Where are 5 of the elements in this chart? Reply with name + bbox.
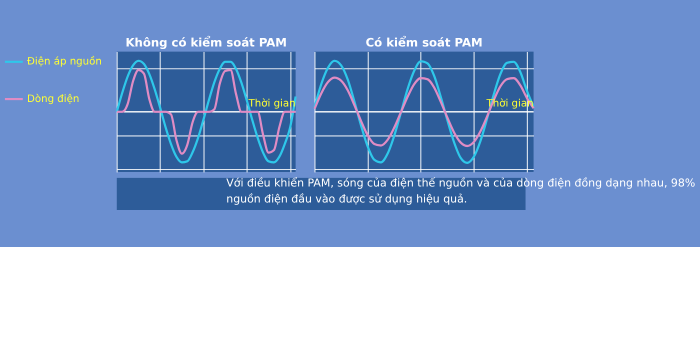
legend-label: Điện áp nguồn [27, 56, 102, 68]
text: Với điều khiển PAM, sóng của điện thế nguồn và của dòng điện đồng dạng nhau, 98% nguồn điện đầu vào được sử dụng hiệu quả. [226, 176, 696, 206]
chart-title: Không có kiểm soát PAM [126, 35, 287, 50]
legend-label: Dòng điện [27, 92, 80, 105]
chart-title: Có kiểm soát PAM [366, 35, 483, 50]
